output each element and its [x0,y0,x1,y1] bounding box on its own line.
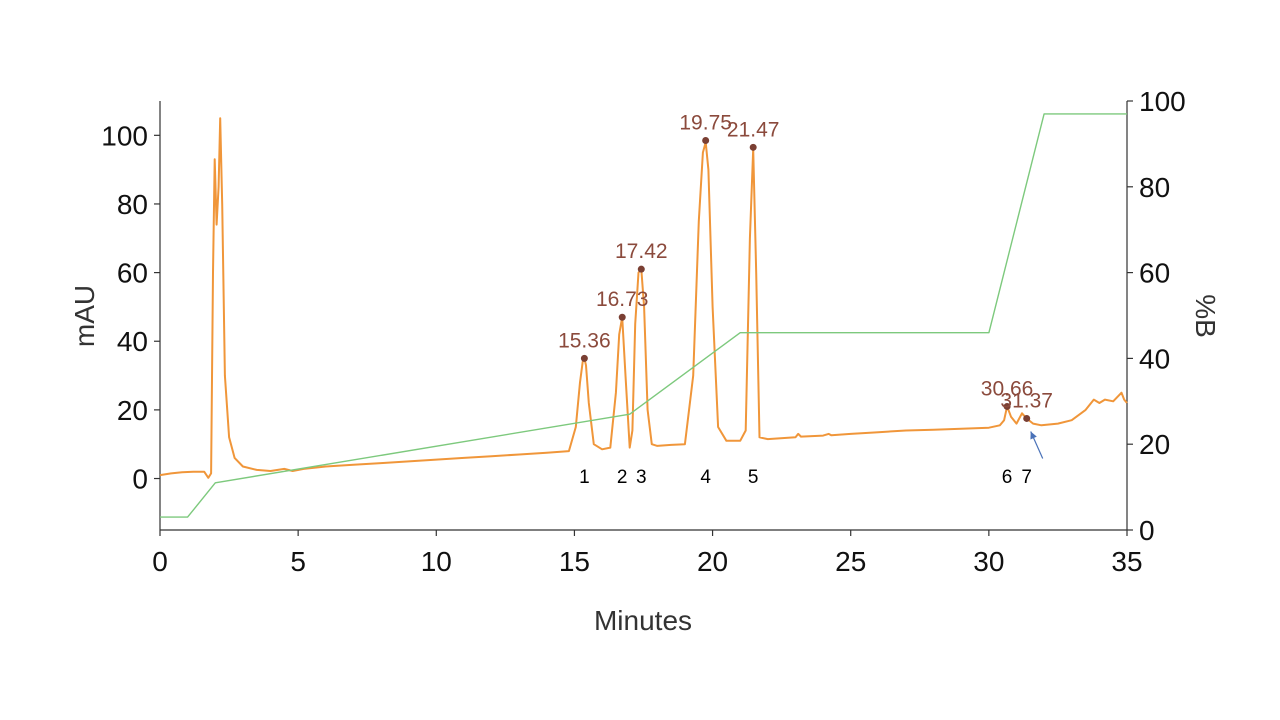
x-tick-label: 5 [290,546,306,577]
peak-label: 15.36 [558,329,611,352]
series-layer [159,113,1128,518]
y2-tick-label: 100 [1139,86,1186,117]
annotation-arrow-head [1030,431,1037,440]
absorbance-series-line [159,117,1128,479]
y2-tick-label: 40 [1139,343,1170,374]
x-tick-label: 30 [973,546,1004,577]
x-tick-label: 20 [697,546,728,577]
peak-number: 5 [748,467,759,488]
y-tick-label: 80 [117,189,148,220]
peak-number: 3 [636,467,647,488]
peak-number: 2 [617,467,628,488]
y2-tick-label: 0 [1139,515,1155,546]
y2-tick-label: 80 [1139,172,1170,203]
peak-number: 4 [700,467,711,488]
peak-label: 17.42 [615,240,668,263]
x-tick-label: 10 [421,546,452,577]
y-tick-label: 100 [101,120,148,151]
peak-marker [702,136,710,144]
x-tick-label: 0 [152,546,168,577]
peak-label: 30.66 [981,377,1034,400]
y-tick-label: 40 [117,326,148,357]
y-tick-label: 20 [117,395,148,426]
peak-number: 7 [1021,467,1032,488]
peak-marker [618,313,626,321]
peak-marker [749,143,757,151]
peak-marker [1023,414,1031,422]
peak-marker [637,265,645,273]
y-axis-label: mAU [69,285,100,347]
peak-label: 21.47 [727,118,780,141]
peak-label: 16.73 [596,288,649,311]
peak-number: 6 [1002,467,1013,488]
gradient-series-line [160,113,1127,518]
peak-layer: 15.36 1 16.73 2 17.42 3 19.75 4 21.47 5 30.66 6 31.3… [558,111,1053,488]
peak-marker [580,354,588,362]
y-tick-label: 60 [117,258,148,289]
y2-axis-label: %B [1190,294,1221,338]
x-tick-label: 35 [1111,546,1142,577]
peak-number: 1 [579,467,590,488]
peak-label: 31.37 [1000,389,1053,412]
peak-label: 19.75 [679,111,732,134]
x-tick-label: 15 [559,546,590,577]
y2-tick-label: 20 [1139,429,1170,460]
peak-marker [1003,402,1011,410]
x-axis-label: Minutes [594,605,692,636]
y-tick-label: 0 [132,464,148,495]
x-tick-label: 25 [835,546,866,577]
y2-tick-label: 60 [1139,258,1170,289]
